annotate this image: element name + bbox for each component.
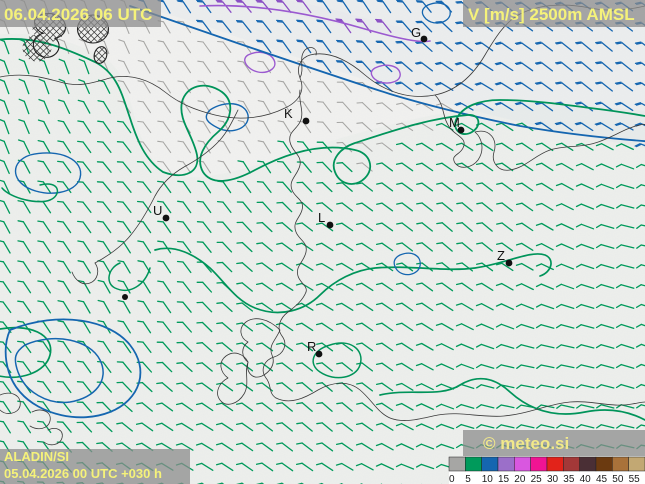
svg-text:05.04.2026 00 UTC +030 h: 05.04.2026 00 UTC +030 h [4,466,162,481]
svg-text:35: 35 [563,474,575,484]
svg-text:G: G [411,25,421,40]
svg-text:50: 50 [612,474,624,484]
svg-text:© meteo.si: © meteo.si [483,434,569,453]
svg-text:06.04.2026 06 UTC: 06.04.2026 06 UTC [4,5,152,24]
svg-text:55: 55 [629,474,641,484]
svg-text:15: 15 [498,474,510,484]
svg-text:R: R [307,339,316,354]
svg-text:45: 45 [596,474,608,484]
svg-text:Z: Z [497,248,505,263]
svg-text:ALADIN/SI: ALADIN/SI [4,449,69,464]
svg-text:40: 40 [580,474,592,484]
svg-text:10: 10 [482,474,494,484]
svg-text:M: M [449,115,460,130]
svg-text:20: 20 [514,474,526,484]
svg-text:V [m/s] 2500m AMSL: V [m/s] 2500m AMSL [468,5,635,24]
svg-text:L: L [318,210,325,225]
svg-text:U: U [153,203,162,218]
svg-text:30: 30 [547,474,559,484]
svg-text:0: 0 [449,474,455,484]
svg-text:K: K [284,106,293,121]
svg-text:25: 25 [531,474,543,484]
svg-text:5: 5 [465,474,471,484]
